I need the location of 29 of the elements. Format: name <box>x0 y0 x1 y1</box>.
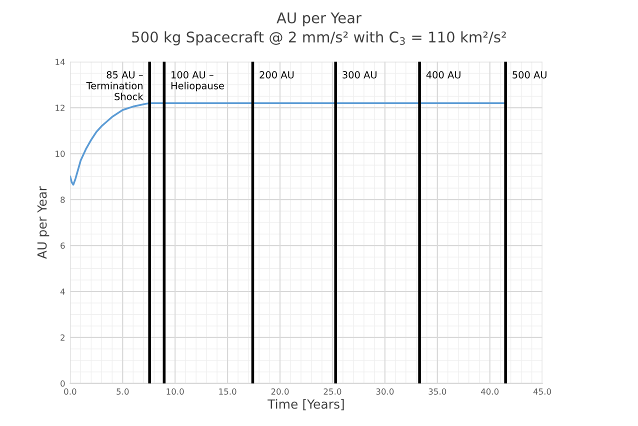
y-tick-label: 8 <box>60 196 65 203</box>
y-axis-title: AU per Year <box>37 186 50 259</box>
x-tick-label: 20.0 <box>271 388 289 395</box>
x-tick-label: 25.0 <box>324 388 342 395</box>
ref-line-label: 400 AU <box>426 71 460 78</box>
chart-subtitle: 500 kg Spacecraft @ 2 mm/s² with C$_{3}$ = 110 km²/s² <box>132 31 506 46</box>
ref-line-label: 200 AU <box>260 71 294 78</box>
y-tick-label: 10 <box>56 150 65 157</box>
line-series <box>70 102 506 186</box>
chart-title: AU per Year <box>276 12 362 26</box>
ref-line-label: 100 AU – Heliopause <box>171 71 224 92</box>
y-tick-label: 0 <box>60 380 65 387</box>
x-tick-label: 5.0 <box>116 388 129 395</box>
ref-line-label: 500 AU <box>512 71 546 78</box>
y-tick-label: 12 <box>56 104 64 111</box>
ref-line-label: 85 AU – Termination Shock <box>86 71 144 100</box>
x-axis-title: Time [Years] <box>268 399 344 410</box>
x-tick-label: 40.0 <box>480 388 499 395</box>
ref-line-label: 300 AU <box>342 71 376 78</box>
x-tick-label: 0.0 <box>64 388 76 395</box>
x-tick-label: 45.0 <box>533 388 552 395</box>
y-tick-label: 4 <box>60 288 65 295</box>
y-tick-label: 6 <box>60 242 65 249</box>
x-tick-label: 10.0 <box>166 388 184 395</box>
y-tick-label: 14 <box>56 58 65 65</box>
x-tick-label: 15.0 <box>219 388 236 395</box>
y-tick-label: 2 <box>60 334 64 341</box>
x-tick-label: 30.0 <box>376 388 394 395</box>
x-tick-label: 35.0 <box>428 388 446 395</box>
